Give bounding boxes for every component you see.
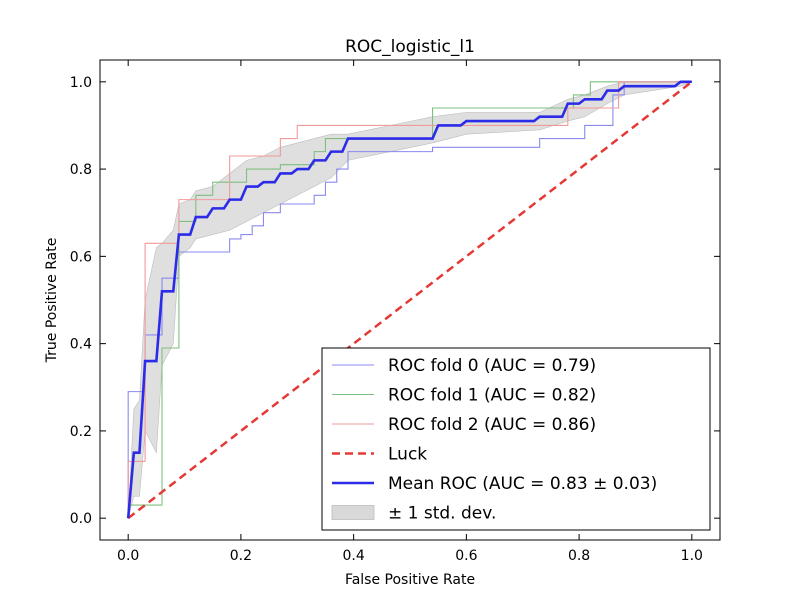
x-tick-label: 0.6 <box>455 548 477 564</box>
roc-fold-2-line <box>127 81 692 519</box>
x-axis-ticks: 0.0 0.2 0.4 0.6 0.8 1.0 <box>117 60 703 564</box>
x-tick-label: 0.4 <box>343 548 365 564</box>
y-tick-label: 1.0 <box>70 75 92 91</box>
legend: ROC fold 0 (AUC = 0.79) ROC fold 1 (AUC =… <box>321 347 711 531</box>
legend-label: Luck <box>388 445 427 465</box>
chart-title: ROC_logistic_l1 <box>345 37 475 57</box>
legend-label: ROC fold 1 (AUC = 0.82) <box>388 386 596 406</box>
legend-label: ± 1 std. dev. <box>388 504 496 524</box>
legend-entry-mean: Mean ROC (AUC = 0.83 ± 0.03) <box>332 474 657 494</box>
x-tick-label: 0.8 <box>568 548 590 564</box>
luck-line <box>127 80 693 520</box>
plot-area <box>99 59 721 541</box>
legend-entry-fold-1: ROC fold 1 (AUC = 0.82) <box>332 386 596 406</box>
y-tick-label: 0.2 <box>70 424 92 440</box>
mean-roc-line <box>126 80 692 519</box>
legend-entry-fold-2: ROC fold 2 (AUC = 0.86) <box>332 415 596 435</box>
y-tick-label: 0.4 <box>70 337 92 353</box>
legend-swatch <box>331 505 375 520</box>
legend-label: Mean ROC (AUC = 0.83 ± 0.03) <box>388 474 657 494</box>
x-tick-label: 0.2 <box>230 548 252 564</box>
x-axis-label: False Positive Rate <box>345 572 475 588</box>
legend-label: ROC fold 0 (AUC = 0.79) <box>388 356 596 376</box>
legend-label: ROC fold 2 (AUC = 0.86) <box>388 415 596 435</box>
y-tick-label: 0.0 <box>70 511 92 527</box>
y-axis-ticks: 0.0 0.2 0.4 0.6 0.8 1.0 <box>70 75 720 527</box>
y-tick-label: 0.6 <box>70 249 92 265</box>
axes-frame <box>99 59 721 541</box>
legend-entry-luck: Luck <box>332 445 427 465</box>
x-tick-label: 0.0 <box>117 548 139 564</box>
legend-entry-std: ± 1 std. dev. <box>331 504 496 524</box>
legend-box <box>321 347 711 531</box>
y-axis-label: True Positive Rate <box>44 238 60 364</box>
x-tick-label: 1.0 <box>681 548 703 564</box>
legend-entry-fold-0: ROC fold 0 (AUC = 0.79) <box>332 356 596 376</box>
y-tick-label: 0.8 <box>70 162 92 178</box>
